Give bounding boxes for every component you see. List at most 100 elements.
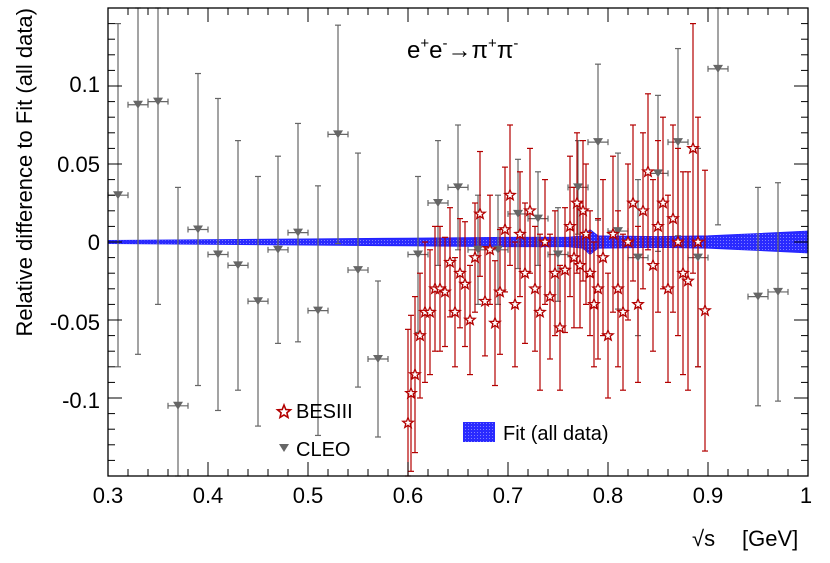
besiii-point	[606, 226, 620, 241]
y-tick-labels: 0.1 0.05 0 -0.05 -0.1	[50, 72, 100, 413]
besiii-point	[656, 195, 670, 209]
besiii-point	[558, 262, 572, 276]
legend-band-icon	[463, 422, 495, 442]
axes	[107, 7, 809, 477]
cleo-point	[313, 306, 323, 315]
x-axis-title-unit: [GeV]	[742, 526, 798, 551]
besiii-point	[553, 320, 567, 334]
legend-triangle-icon	[279, 444, 289, 452]
cleo-point	[533, 214, 543, 223]
cleo-point	[233, 261, 243, 270]
cleo-point	[413, 250, 423, 259]
besiii-point	[488, 315, 502, 330]
besiii-point	[579, 226, 593, 241]
chart-title: e+e-→π+π-	[407, 35, 518, 64]
cleo-point	[373, 355, 383, 363]
besiii-point	[473, 206, 487, 220]
besiii-point	[513, 226, 527, 241]
cleo-point	[673, 138, 683, 147]
cleo-point	[173, 401, 183, 410]
besiii-point	[631, 297, 645, 311]
besiii-point	[528, 281, 542, 295]
x-tick-label: 0.6	[393, 483, 424, 508]
besiii-point	[548, 265, 562, 280]
besiii-point	[453, 265, 467, 280]
besiii-point	[671, 234, 685, 248]
besiii-point	[666, 211, 680, 225]
legend-item-fit: Fit (all data)	[463, 422, 609, 445]
cleo-point	[473, 245, 483, 254]
besiii-point	[567, 250, 581, 264]
cleo-point	[613, 227, 623, 236]
y-tick-label: 0.1	[69, 72, 100, 97]
y-axis-title: Relative difference to Fit (all data)	[12, 8, 37, 337]
besiii-point	[576, 203, 590, 217]
cleo-point	[513, 209, 523, 218]
cleo-point	[593, 138, 603, 147]
x-tick-label: 1	[800, 483, 812, 508]
besiii-point	[463, 312, 477, 326]
besiii-point	[621, 234, 635, 248]
cleo-point	[753, 292, 763, 301]
besiii-point	[483, 242, 497, 256]
x-tick-label: 0.7	[493, 483, 524, 508]
besiii-point	[626, 195, 640, 209]
cleo-point	[773, 287, 783, 296]
cleo-point	[433, 199, 443, 207]
besiii-point	[596, 250, 610, 264]
besiii-point	[646, 258, 660, 272]
y-tick-label: -0.05	[50, 310, 100, 335]
besiii-point	[438, 284, 452, 298]
cleo-point	[273, 245, 283, 254]
x-axis-ticks	[107, 8, 809, 476]
besiii-point	[691, 234, 705, 248]
besiii-point	[408, 367, 422, 381]
cleo-point	[553, 250, 563, 259]
besiii-point	[681, 273, 695, 287]
besiii-point	[563, 219, 577, 233]
besiii-point	[698, 303, 712, 317]
legend-label-cleo: CLEO	[296, 439, 350, 461]
besiii-point	[641, 164, 655, 178]
besiii-point	[518, 265, 532, 280]
cleo-point	[333, 130, 343, 139]
besiii-point	[413, 328, 427, 342]
besiii-point	[601, 328, 615, 342]
besiii-point	[401, 415, 415, 429]
besiii-point	[587, 297, 601, 311]
x-tick-label: 0.8	[593, 483, 624, 508]
cleo-point	[693, 253, 703, 262]
y-tick-label: 0.05	[57, 152, 100, 177]
x-tick-label: 0.3	[93, 483, 124, 508]
besiii-point	[538, 234, 552, 248]
legend-label-besiii: BESIII	[296, 401, 353, 423]
besiii-point	[616, 304, 630, 319]
besiii-point	[636, 203, 650, 217]
cleo-point	[633, 253, 643, 262]
legend: BESIII CLEO Fit (all data)	[275, 401, 609, 461]
x-tick-label: 0.9	[693, 483, 724, 508]
besiii-point	[543, 289, 557, 303]
legend-item-cleo: CLEO	[279, 439, 350, 461]
besiii-point	[443, 255, 457, 269]
besiii-point	[661, 281, 675, 295]
cleo-point	[253, 297, 263, 306]
y-tick-label: 0	[88, 230, 100, 255]
cleo-point	[573, 183, 583, 192]
y-tick-label: -0.1	[62, 388, 100, 413]
besiii-point	[583, 265, 597, 280]
x-axis-title-sqrt: √s	[692, 526, 715, 551]
cleo-point	[353, 266, 363, 275]
besiii-point	[508, 297, 522, 311]
cleo-point	[213, 250, 223, 259]
besiii-point	[493, 284, 507, 298]
besiii-point	[448, 304, 462, 319]
cleo-point	[153, 97, 163, 106]
marker-layer	[113, 64, 783, 429]
x-tick-label: 0.5	[293, 483, 324, 508]
besiii-point	[676, 265, 690, 280]
besiii-point	[503, 187, 517, 202]
legend-star-icon	[275, 402, 293, 420]
cleo-point	[293, 228, 303, 237]
